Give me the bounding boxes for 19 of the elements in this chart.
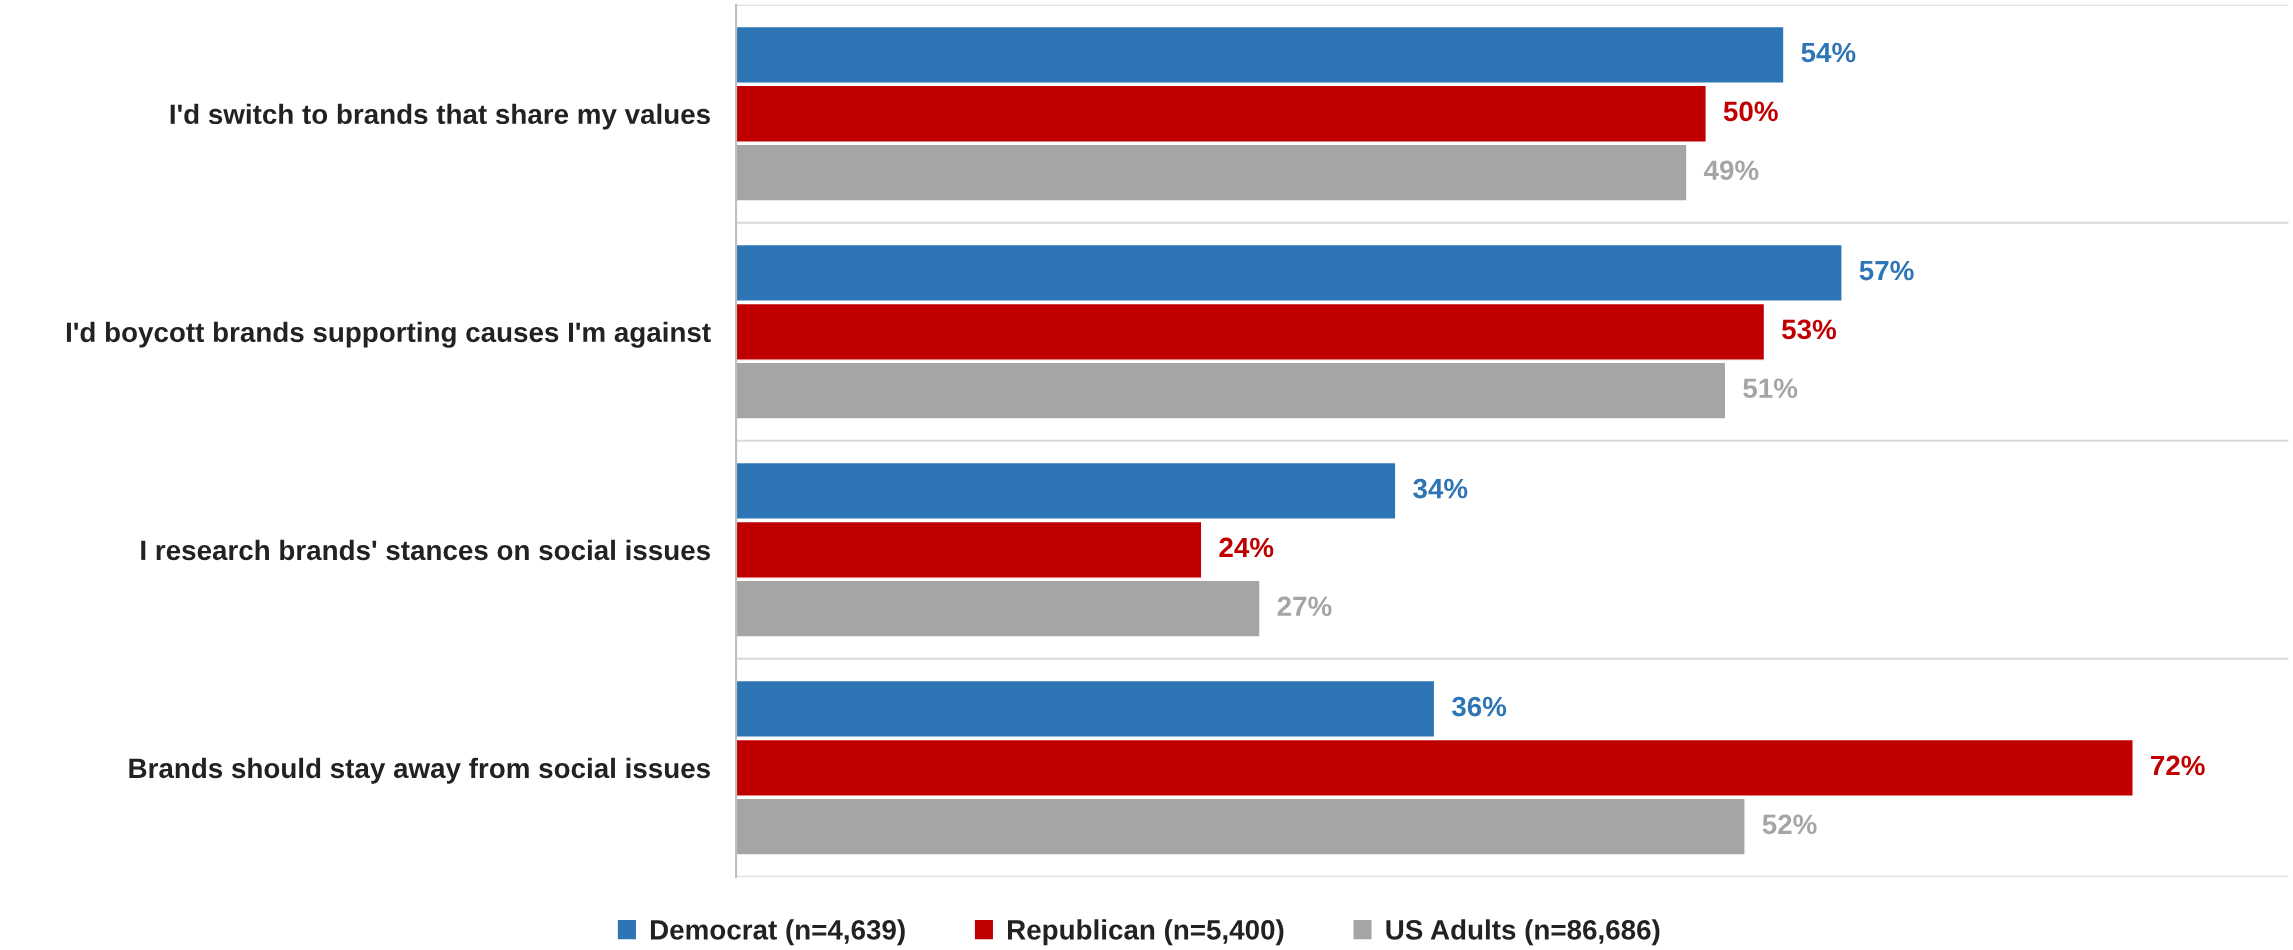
data-label: 53% bbox=[1782, 319, 1837, 340]
y-tick-label: I'd boycott brands supporting causes I'm against bbox=[66, 321, 711, 348]
legend-label: Republican (n=5,400) bbox=[1008, 919, 1284, 946]
data-label: 36% bbox=[1451, 696, 1507, 717]
legend-label: US Adults (n=86,686) bbox=[1386, 919, 1660, 946]
data-label: 54% bbox=[1801, 42, 1856, 63]
data-label: 52% bbox=[1762, 814, 1817, 835]
y-tick-label: I'd switch to brands that share my values bbox=[170, 103, 710, 130]
data-label: 72% bbox=[2151, 755, 2205, 776]
legend-label: Democrat (n=4,639) bbox=[650, 919, 905, 946]
data-label: 27% bbox=[1277, 596, 1332, 617]
data-label: 57% bbox=[1859, 260, 1914, 281]
data-label: 24% bbox=[1219, 537, 1274, 558]
data-label: 50% bbox=[1723, 101, 1778, 122]
y-tick-label: I research brands' stances on social issues bbox=[141, 539, 710, 561]
data-label: 49% bbox=[1703, 160, 1759, 181]
data-label: 34% bbox=[1413, 478, 1468, 499]
y-tick-label: Brands should stay away from social issues bbox=[129, 757, 710, 784]
data-label: 51% bbox=[1743, 378, 1798, 399]
